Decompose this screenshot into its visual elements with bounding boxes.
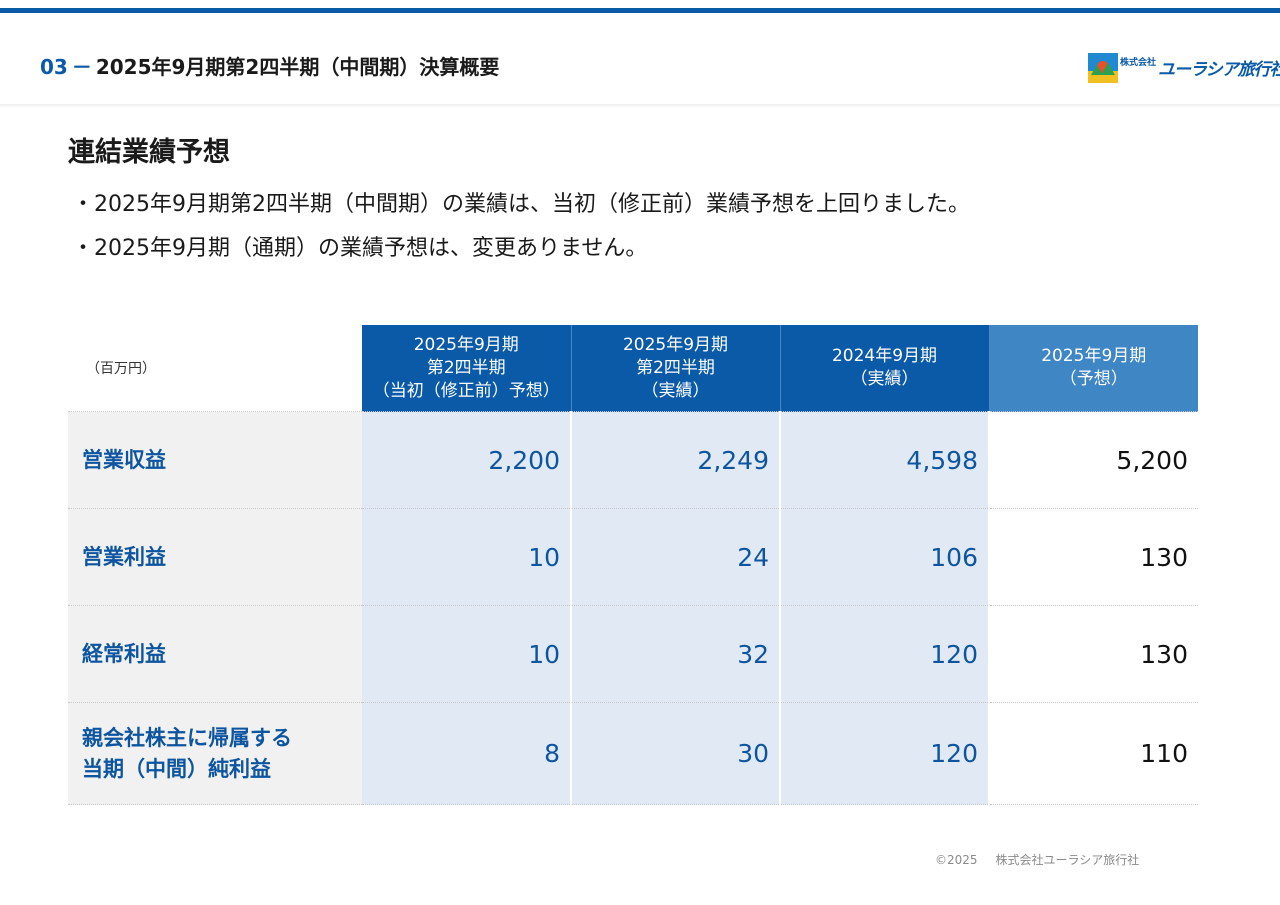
bullet-item: ・2025年9月期第2四半期（中間期）の業績は、当初（修正前）業績予想を上回りま… [72, 192, 970, 217]
table-cell: 120 [780, 702, 990, 805]
table-row: 営業収益 2,200 2,249 4,598 5,200 [68, 411, 1198, 509]
table-cell: 30 [571, 702, 781, 805]
logo-small-text: 株式会社 [1120, 58, 1157, 68]
table-cell: 2,249 [571, 411, 781, 509]
column-header: 2025年9月期 第2四半期 （実績） [571, 325, 781, 412]
table-cell: 8 [362, 702, 572, 805]
top-accent-bar [0, 8, 1280, 13]
table-row: 親会社株主に帰属する 当期（中間）純利益 8 30 120 110 [68, 702, 1198, 805]
table-row: 営業利益 10 24 106 130 [68, 508, 1198, 606]
table-cell: 24 [571, 508, 781, 606]
table-cell: 110 [989, 702, 1198, 805]
forecast-table: （百万円） 2025年9月期 第2四半期 （当初（修正前）予想） 2025年9月… [68, 325, 1198, 805]
bullet-item: ・2025年9月期（通期）の業績予想は、変更ありません。 [72, 236, 648, 261]
header-divider [0, 104, 1280, 108]
table-cell: 4,598 [780, 411, 990, 509]
table-row: 経常利益 10 32 120 130 [68, 605, 1198, 703]
table-header-row: （百万円） 2025年9月期 第2四半期 （当初（修正前）予想） 2025年9月… [68, 325, 1198, 412]
table-cell: 10 [362, 605, 572, 703]
table-cell: 32 [571, 605, 781, 703]
row-label: 経常利益 [68, 605, 362, 703]
header-title: 03 － 2025年9月期第2四半期（中間期）決算概要 [40, 51, 499, 80]
section-separator: － [71, 55, 92, 79]
logo-text: ユーラシア旅行社 [1158, 60, 1280, 80]
table-cell: 120 [780, 605, 990, 703]
bullet-list: ・2025年9月期第2四半期（中間期）の業績は、当初（修正前）業績予想を上回りま… [72, 186, 970, 274]
row-label: 営業利益 [68, 508, 362, 606]
row-label: 親会社株主に帰属する 当期（中間）純利益 [68, 702, 362, 805]
header-title-text: 2025年9月期第2四半期（中間期）決算概要 [95, 55, 500, 79]
column-header: 2025年9月期 （予想） [989, 325, 1198, 412]
row-label: 営業収益 [68, 411, 362, 509]
copyright: ©2025 [935, 853, 978, 867]
table-cell: 130 [989, 605, 1198, 703]
table-cell: 130 [989, 508, 1198, 606]
footer-company: 株式会社ユーラシア旅行社 [995, 853, 1140, 867]
table-cell: 2,200 [362, 411, 572, 509]
column-header: 2024年9月期 （実績） [780, 325, 990, 412]
company-logo: 株式会社 ユーラシア旅行社 [1088, 53, 1280, 85]
footer: ©2025 株式会社ユーラシア旅行社 [935, 851, 1139, 868]
table-cell: 10 [362, 508, 572, 606]
unit-label: （百万円） [86, 361, 156, 377]
table-cell: 106 [780, 508, 990, 606]
column-header: 2025年9月期 第2四半期 （当初（修正前）予想） [362, 325, 572, 412]
slide-title: 連結業績予想 [68, 137, 230, 168]
logo-emblem-icon [1088, 53, 1118, 83]
section-number: 03 [40, 55, 68, 79]
table-cell: 5,200 [989, 411, 1198, 509]
